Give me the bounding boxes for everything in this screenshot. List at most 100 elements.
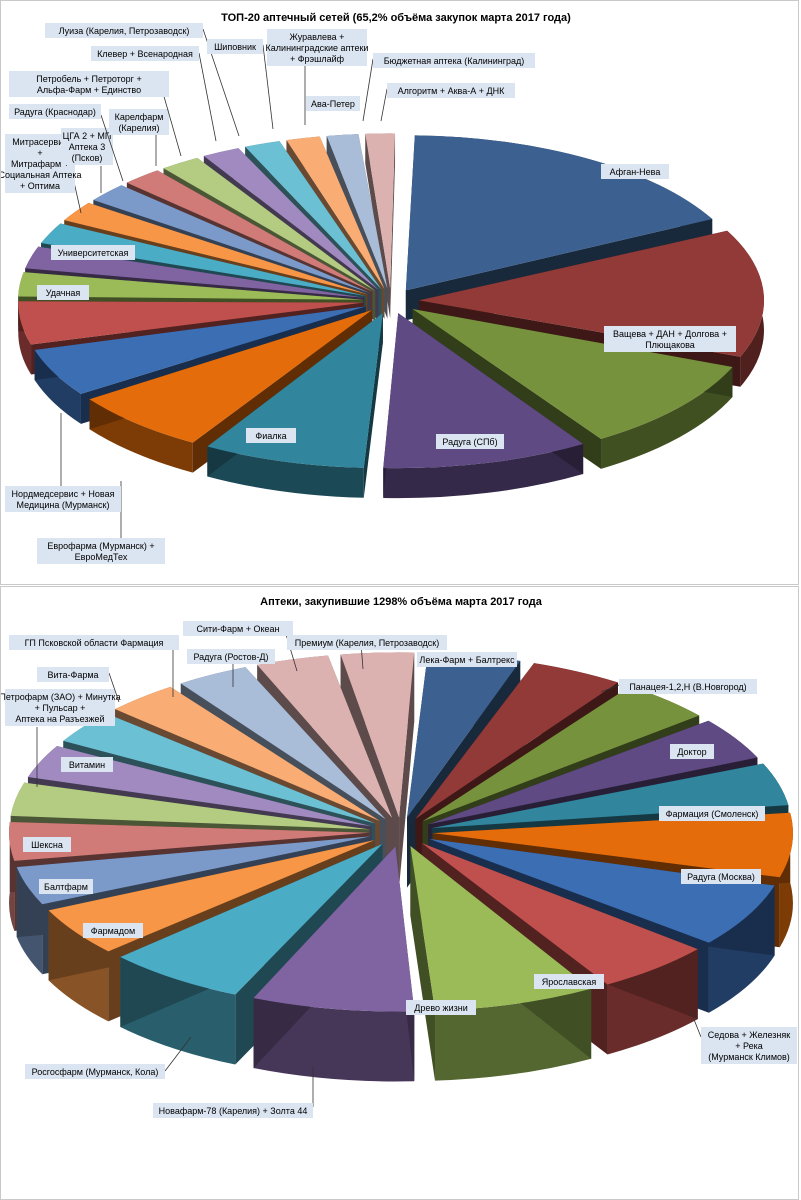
slice-2 [422,686,700,822]
top-label-15: Шиповник [207,39,274,130]
bottom-label-box-8 [153,1103,313,1118]
bottom-label-3: Фармация (Смоленск) [659,806,765,821]
slice-13 [9,821,370,861]
bottom-label-text-12: Шексна [31,840,63,850]
slice-18 [180,667,386,820]
slice-16 [245,141,382,290]
top-label-box-10 [9,104,101,119]
slice-side-3 [383,444,584,499]
top-label-box-12 [9,71,169,97]
top-label-box-7 [51,245,135,260]
bottom-label-text-7: Древо жизни [414,1003,467,1013]
bottom-label-7: Древо жизни [406,1000,476,1015]
top-label-box-2 [436,434,504,449]
bottom-label-9: Росгосфарм (Мурманск, Кола) [25,1036,192,1079]
slice-12 [93,185,370,293]
bottom-leader-15 [108,672,120,703]
bottom-label-text-8: Новафарм-78 (Карелия) + Золта 44 [159,1106,308,1116]
slice-edge-4-0 [363,313,383,498]
bottom-label-12: Шексна [23,837,71,852]
bottom-label-15: Вита-Фарма [37,667,120,703]
slice-7 [421,843,698,985]
slice-20 [340,652,415,818]
bottom-label-box-4 [681,869,761,884]
top-leader-12 [162,92,182,157]
slice-side-4 [207,446,364,498]
slice-18 [326,134,388,289]
bottom-label-text-5: Седова + Железняк + Река (Мурманск Климов) [708,1030,790,1062]
bottom-label-box-1 [619,679,757,694]
bottom-label-box-15 [37,667,109,682]
bottom-leader-5 [690,1011,702,1038]
top-label-16: Журавлева + Калининградские аптеки + Фрэшл… [266,29,369,125]
slice-7 [18,301,364,345]
bottom-label-5: Седова + Железняк + Река (Мурманск Климов) [690,1011,797,1064]
slice-6 [34,306,366,394]
slice-1 [418,230,764,357]
slice-edge-8-1 [410,846,436,1081]
top-label-11: Карелфарм (Карелия) [109,109,169,166]
bottom-label-6: Ярославская [534,974,604,989]
slice-2 [412,308,733,439]
top-leader-13 [198,52,217,142]
bottom-label-11: Балтфарм [39,879,93,894]
top-label-text-14: Луиза (Карелия, Петрозаводск) [59,26,190,36]
top-chart-panel: ТОП-20 аптечный сетей (65,2% объёма заку… [0,0,799,585]
bottom-label-4: Радуга (Москва) [681,869,761,884]
bottom-label-text-0: Лека-Фарм + Балтрекс [419,655,515,665]
bottom-label-text-10: Фармадом [91,926,136,936]
top-label-text-11: Карелфарм (Карелия) [115,112,164,133]
slice-19 [257,655,393,818]
slice-17 [286,136,385,289]
bottom-label-text-4: Радуга (Москва) [687,872,755,882]
top-label-text-13: Клевер + Всенародная [97,49,193,59]
bottom-label-box-10 [83,923,143,938]
slice-5 [89,310,372,443]
top-label-box-1 [604,326,736,352]
slice-0 [405,135,713,291]
slice-15 [27,745,372,827]
bottom-label-1: Панацея-1,2,Н (В.Новгород) [600,679,757,694]
top-label-17: Ава-Петер [306,96,360,111]
top-label-box-0 [601,164,669,179]
top-label-7: Университетская [51,245,135,260]
bottom-label-text-14: Петрофарм (ЗАО) + Минутка + Пульсар + Апте… [1,692,121,724]
bottom-chart-title: Аптеки, закупившие 1298% объёма марта 20… [260,596,543,608]
bottom-label-box-3 [659,806,765,821]
top-label-box-3 [246,428,296,443]
top-label-text-2: Радуга (СПб) [442,437,497,447]
slice-3 [383,313,584,469]
bottom-label-box-7 [406,1000,476,1015]
slice-9 [253,846,415,1012]
bottom-label-box-6 [534,974,604,989]
top-label-text-16: Журавлева + Калининградские аптеки + Фрэшл… [266,32,369,64]
bottom-label-box-11 [39,879,93,894]
bottom-leader-9 [164,1036,192,1072]
top-label-text-9: ЦГА 2 + МП Аптека 3 (Псков) [63,131,112,163]
top-label-text-6: Удачная [46,288,81,298]
slice-4 [431,763,789,829]
slice-14 [163,157,376,291]
top-label-4: Еврофарма (Мурманск) + ЕвроМедТех [37,481,165,564]
bottom-label-box-5 [701,1027,797,1064]
slice-8 [410,846,592,1011]
bottom-label-text-6: Ярославская [542,977,597,987]
top-label-19: Алгоритм + Аква-А + ДНК [380,83,515,122]
top-label-text-4: Еврофарма (Мурманск) + ЕвроМедТех [47,541,154,562]
bottom-label-text-15: Вита-Фарма [47,670,98,680]
bottom-label-10: Фармадом [83,923,143,938]
top-label-box-16 [267,29,367,66]
top-label-box-11 [109,109,169,135]
slice-6 [429,838,775,943]
top-label-5: Нордмедсервис + Новая Медицина (Мурманск) [5,413,121,512]
bottom-label-text-1: Панацея-1,2,Н (В.Новгород) [629,682,746,692]
slice-13 [126,170,373,292]
top-label-text-18: Бюджетная аптека (Калининград) [384,56,525,66]
top-label-box-5 [5,486,121,512]
top-pie-chart: ТОП-20 аптечный сетей (65,2% объёма заку… [1,12,764,564]
top-label-box-9 [61,128,113,165]
top-label-0: Афган-Нева [601,164,669,179]
top-leader-19 [380,88,388,122]
bottom-label-box-13 [61,757,113,772]
bottom-label-text-2: Доктор [677,747,706,757]
